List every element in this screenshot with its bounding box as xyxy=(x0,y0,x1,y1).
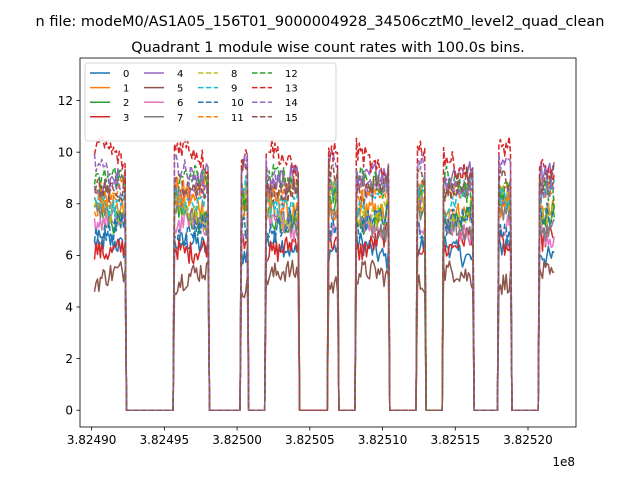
y-tick-label: 4 xyxy=(65,300,73,314)
series-line-2 xyxy=(93,191,555,411)
x-tick-label: 3.82520 xyxy=(503,433,553,447)
series-line-12 xyxy=(93,163,555,411)
series-line-4 xyxy=(93,161,555,411)
legend-label-11: 11 xyxy=(231,113,244,124)
axes: 3.82490 3.82495 3.82500 3.82505 3.82510 3.825… xyxy=(58,57,577,447)
series-line-14 xyxy=(93,150,555,411)
y-tick-label: 10 xyxy=(58,145,73,159)
legend-label-15: 15 xyxy=(285,113,298,124)
series-line-9 xyxy=(94,175,555,411)
chart-title: Quadrant 1 module wise count rates with … xyxy=(131,40,525,56)
y-tick-label: 0 xyxy=(65,404,73,418)
legend-label-14: 14 xyxy=(285,98,298,109)
x-tick-label: 3.82510 xyxy=(358,433,408,447)
series-line-15 xyxy=(93,157,555,411)
x-tick-label: 3.82490 xyxy=(67,433,117,447)
legend-label-4: 4 xyxy=(177,69,183,80)
y-tick-label: 6 xyxy=(65,249,73,263)
series-line-6 xyxy=(93,207,555,411)
legend-label-8: 8 xyxy=(231,69,237,80)
series-line-0 xyxy=(93,229,555,411)
legend-label-9: 9 xyxy=(231,84,237,95)
legend-label-3: 3 xyxy=(123,113,129,124)
legend-label-1: 1 xyxy=(123,84,129,95)
series-line-13 xyxy=(93,135,555,411)
legend-label-6: 6 xyxy=(177,98,183,109)
y-tick-label: 8 xyxy=(65,197,73,211)
legend-label-0: 0 xyxy=(123,69,129,80)
y-tick-label: 2 xyxy=(65,352,73,366)
plot-area xyxy=(93,135,555,411)
figure-title: n file: modeM0/AS1A05_156T01_9000004928_… xyxy=(36,14,605,30)
x-offset-label: 1e8 xyxy=(552,455,575,469)
axes-frame xyxy=(79,57,577,428)
series-line-5 xyxy=(93,259,555,411)
legend-label-12: 12 xyxy=(285,69,298,80)
series-line-11 xyxy=(93,174,555,411)
x-tick-label: 3.82500 xyxy=(212,433,262,447)
legend-label-2: 2 xyxy=(123,98,129,109)
legend-label-10: 10 xyxy=(231,98,244,109)
x-tick-label: 3.82495 xyxy=(140,433,190,447)
series-line-3 xyxy=(93,222,555,411)
series-line-7 xyxy=(93,196,555,411)
legend-label-5: 5 xyxy=(177,84,183,95)
series-line-8 xyxy=(93,182,555,411)
series-line-10 xyxy=(93,201,555,411)
legend-label-7: 7 xyxy=(177,113,183,124)
series-line-1 xyxy=(93,176,555,411)
y-tick-label: 12 xyxy=(58,94,73,108)
legend-label-13: 13 xyxy=(285,84,298,95)
x-tick-label: 3.82515 xyxy=(430,433,480,447)
x-tick-label: 3.82505 xyxy=(285,433,335,447)
